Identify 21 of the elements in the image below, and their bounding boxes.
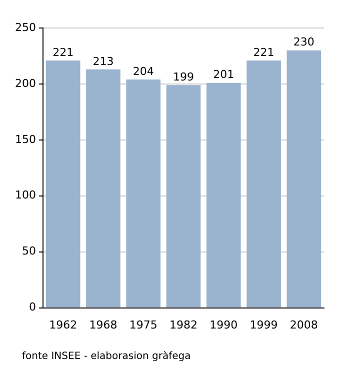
data-label: 204 <box>132 64 154 78</box>
x-tick-label: 1968 <box>89 318 118 332</box>
data-label: 221 <box>52 46 74 59</box>
y-tick-label: 50 <box>22 244 36 258</box>
y-tick-label: 200 <box>14 76 36 90</box>
data-label: 230 <box>293 36 314 49</box>
x-tick-label: 1975 <box>129 318 158 332</box>
x-tick-label: 1962 <box>49 318 78 332</box>
data-label: 213 <box>92 54 114 68</box>
x-tick-label: 2008 <box>290 318 318 332</box>
x-tick-label: 1982 <box>170 318 198 332</box>
y-tick-label: 0 <box>28 300 36 314</box>
y-tick-label: 100 <box>14 188 36 202</box>
x-tick-label: 1999 <box>250 318 278 332</box>
y-tick-label: 250 <box>14 20 36 34</box>
data-label: 221 <box>253 46 274 59</box>
data-label: 199 <box>173 70 194 84</box>
x-tick-label: 1990 <box>210 318 238 332</box>
data-label: 201 <box>213 68 234 82</box>
y-tick-label: 150 <box>14 132 36 146</box>
source-note: fonte INSEE - elaborasion gràfega <box>22 351 191 362</box>
